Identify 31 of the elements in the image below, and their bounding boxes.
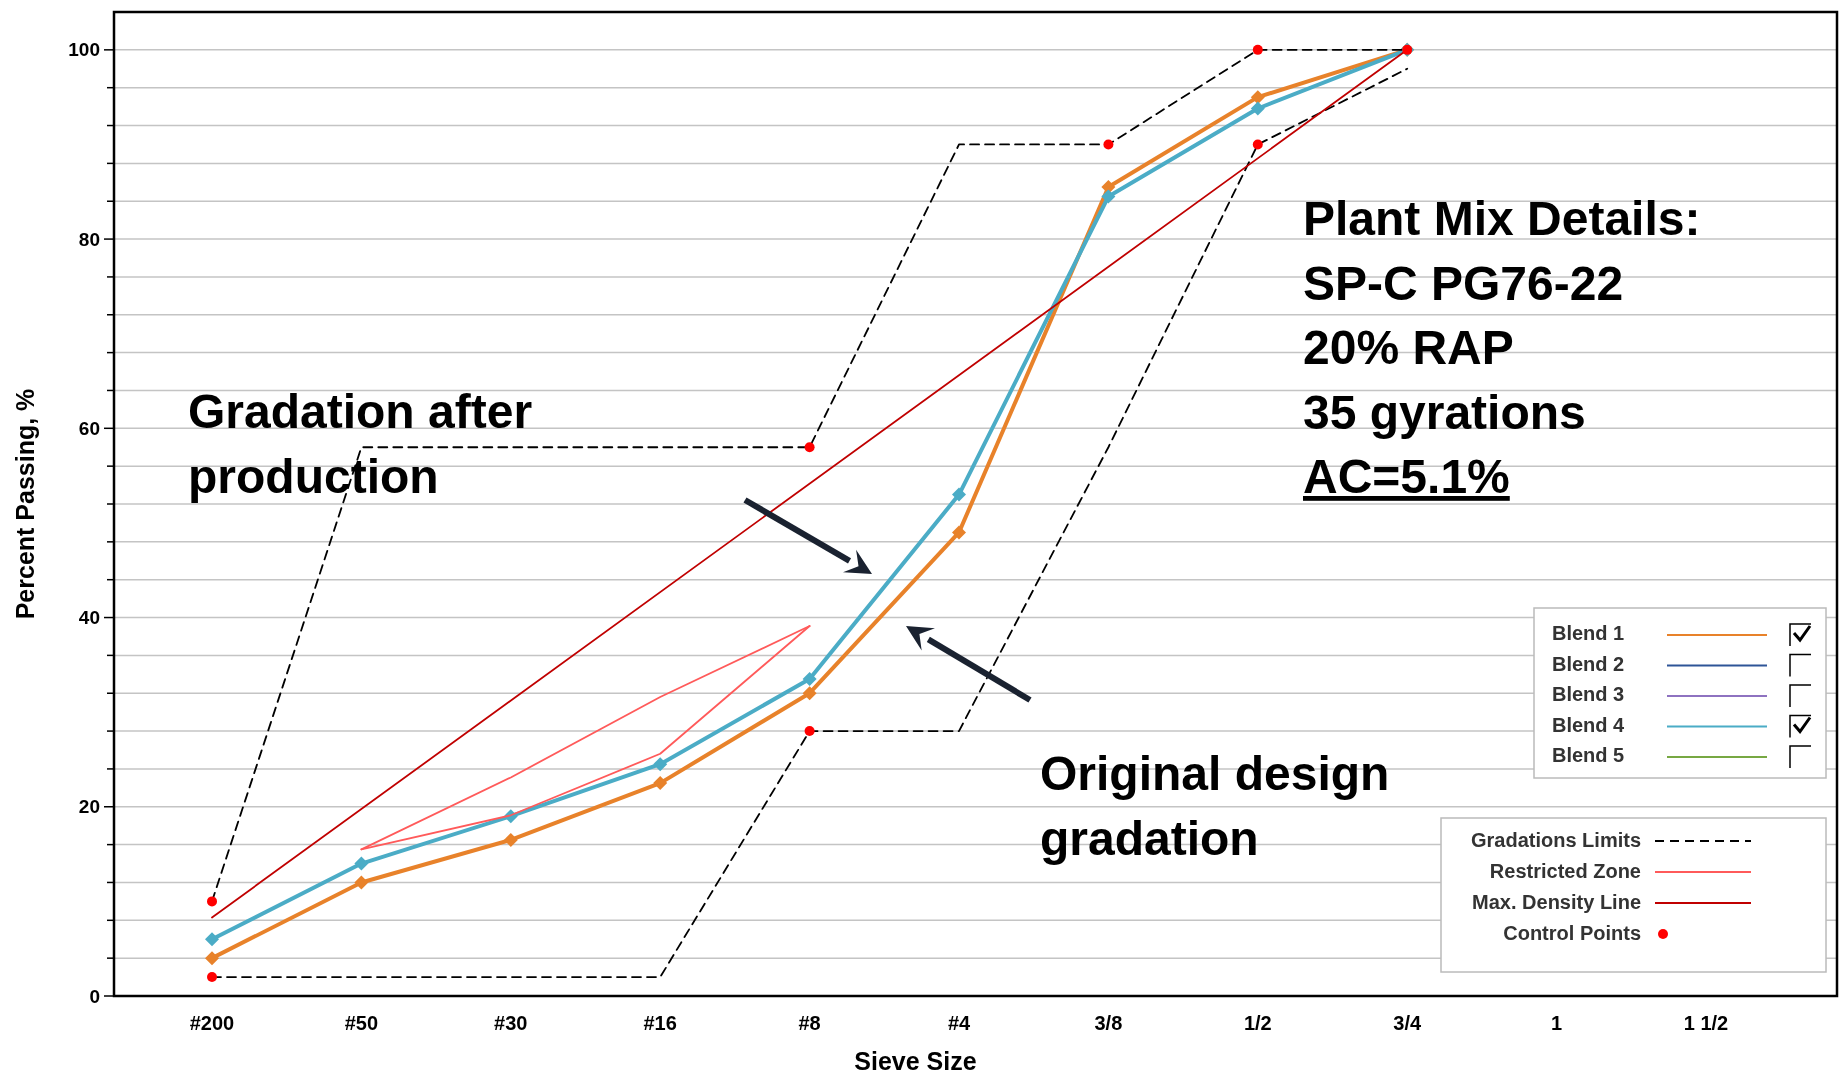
y-tick-label: 80 [78,228,100,250]
y-tick-label: 60 [78,417,100,439]
y-axis-title: Percent Passing, % [11,388,39,620]
x-tick-label: 1/2 [1243,1012,1272,1034]
x-tick-label: 1 1/2 [1683,1012,1729,1034]
x-tick-label: #16 [643,1012,677,1034]
legend-label: Max. Density Line [1472,891,1641,913]
legend-label: Gradations Limits [1470,829,1641,851]
y-tick-label: 100 [68,39,100,61]
annotation: Plant Mix Details: SP-C PG76-22 20% RAP 35 gyrations AC=5.1% [1303,192,1701,503]
x-tick-label: 3/4 [1393,1012,1422,1034]
legend-label: Control Points [1503,922,1641,944]
y-tick-label: 40 [78,607,100,629]
legend-label: Blend 2 [1552,652,1625,675]
x-axis-title: Sieve Size [854,1047,977,1075]
x-tick-label: 1 [1551,1012,1563,1034]
y-tick-label: 0 [89,985,100,1007]
y-tick-label: 20 [78,796,100,818]
annotation: Gradation after production [188,385,533,503]
x-tick-label: #8 [798,1012,821,1034]
x-tick-label: 3/8 [1094,1012,1123,1034]
legend-label: Blend 1 [1552,622,1625,644]
legend-label: Blend 5 [1552,744,1625,766]
legend-label: Restricted Zone [1489,860,1641,882]
legend-label: Blend 3 [1552,683,1625,705]
x-tick-label: #200 [189,1012,235,1034]
x-tick-label: #50 [344,1012,379,1034]
legend-label: Blend 4 [1552,713,1626,736]
x-tick-label: #4 [947,1012,971,1034]
x-tick-label: #30 [494,1012,528,1034]
annotation: Original design gradation [1040,747,1390,865]
